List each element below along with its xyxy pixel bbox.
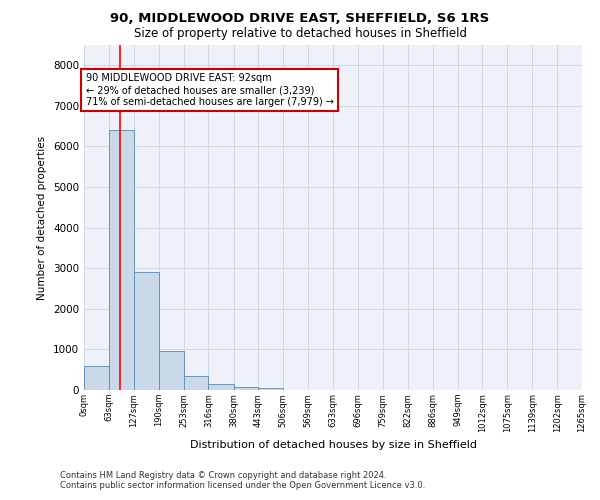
Text: 90, MIDDLEWOOD DRIVE EAST, SHEFFIELD, S6 1RS: 90, MIDDLEWOOD DRIVE EAST, SHEFFIELD, S6… (110, 12, 490, 26)
Y-axis label: Number of detached properties: Number of detached properties (37, 136, 47, 300)
Text: Size of property relative to detached houses in Sheffield: Size of property relative to detached ho… (133, 28, 467, 40)
Bar (208, 384, 233, 390)
Bar (233, 387, 259, 390)
Bar (159, 352, 184, 390)
Text: 90 MIDDLEWOOD DRIVE EAST: 92sqm
← 29% of detached houses are smaller (3,239)
71%: 90 MIDDLEWOOD DRIVE EAST: 92sqm ← 29% of… (86, 74, 334, 106)
Text: Contains HM Land Registry data © Crown copyright and database right 2024.: Contains HM Land Registry data © Crown c… (60, 471, 386, 480)
Bar (184, 376, 208, 390)
Bar (259, 388, 283, 390)
Bar (84, 366, 109, 390)
X-axis label: Distribution of detached houses by size in Sheffield: Distribution of detached houses by size … (190, 440, 476, 450)
Bar (134, 272, 159, 390)
Bar (109, 130, 134, 390)
Text: Contains public sector information licensed under the Open Government Licence v3: Contains public sector information licen… (60, 481, 425, 490)
